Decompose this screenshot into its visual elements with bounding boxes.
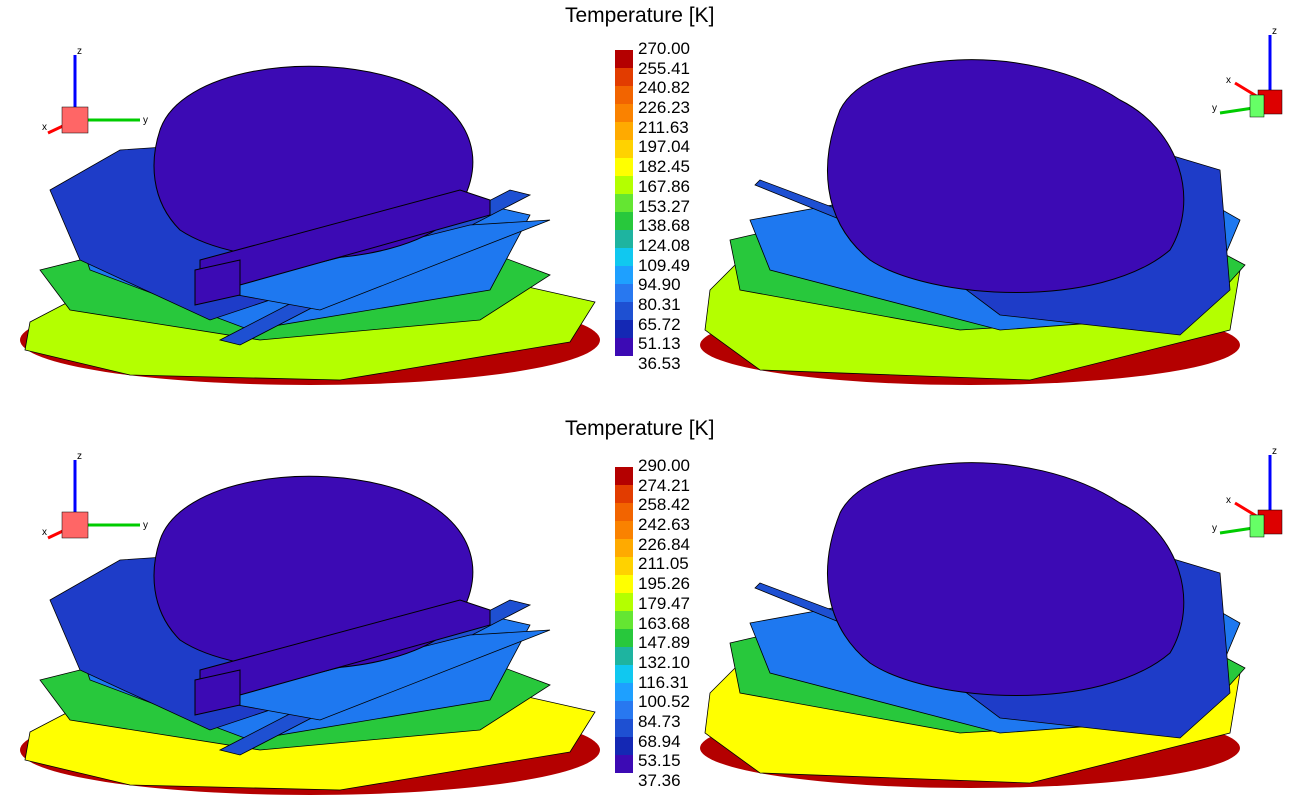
colorbar-tick-label: 197.04 <box>638 137 690 157</box>
colorbar-tick-label: 80.31 <box>638 294 681 314</box>
colorbar-tick-label: 36.53 <box>638 354 681 373</box>
colorbar-tick-label: 179.47 <box>638 593 690 613</box>
axis-triad-left: z y x <box>42 46 148 135</box>
axis-z-label: z <box>1272 446 1277 457</box>
colorbar-tick-label: 226.84 <box>638 534 690 554</box>
model-view-right <box>700 462 1246 788</box>
colorbar-tick-label: 195.26 <box>638 574 690 594</box>
axis-z-label: z <box>77 451 82 462</box>
colorbar-tick-label: 132.10 <box>638 652 690 672</box>
temperature-plot-bottom: Temperature [K] 290.00 274.21 258.42 242.63… <box>0 405 1294 805</box>
axis-y-label: y <box>1212 103 1217 114</box>
colorbar-tick-label: 65.72 <box>638 314 681 334</box>
colorbar-tick-label: 163.68 <box>638 613 690 633</box>
colorbar-tick-label: 211.05 <box>638 554 689 574</box>
colorbar-tick-label: 138.68 <box>638 216 690 236</box>
axis-triad-right: z y x <box>1212 26 1283 118</box>
colorbar-tick-label: 124.08 <box>638 235 690 255</box>
colorbar-tick-label: 270.00 <box>638 39 690 58</box>
colorbar-tick-label: 226.23 <box>638 98 690 118</box>
axis-x-label: x <box>1226 495 1231 506</box>
colorbar-tick-label: 258.42 <box>638 495 690 515</box>
colorbar-tick-label: 182.45 <box>638 157 690 177</box>
axis-y-label: y <box>143 115 148 126</box>
colorbar-tick-label: 147.89 <box>638 633 690 653</box>
colorbar-tick-label: 100.52 <box>638 692 690 712</box>
colorbar-tick-label: 153.27 <box>638 196 690 216</box>
axis-y-label: y <box>1212 523 1217 534</box>
colorbar-tick-label: 274.21 <box>638 475 690 495</box>
colorbar <box>615 467 633 773</box>
temperature-plot-top: Temperature [K] 270.00 255.41 240.82 226.23… <box>0 0 1294 400</box>
colorbar-tick-label: 167.86 <box>638 176 690 196</box>
colorbar-tick-label: 109.49 <box>638 255 690 275</box>
colorbar-tick-label: 242.63 <box>638 515 690 535</box>
colorbar-tick-label: 94.90 <box>638 275 681 295</box>
colorbar <box>615 50 633 356</box>
plot-title: Temperature [K] <box>565 4 715 27</box>
axis-z-label: z <box>77 46 82 57</box>
axis-x-label: x <box>42 122 47 133</box>
plot-title: Temperature [K] <box>565 417 715 440</box>
axis-x-label: x <box>42 527 47 538</box>
colorbar-tick-label: 53.15 <box>638 751 681 771</box>
colorbar-tick-labels: 270.00 255.41 240.82 226.23 211.63 197.04 182.… <box>638 39 728 373</box>
colorbar-tick-label: 84.73 <box>638 711 681 731</box>
axis-triad-left: z y x <box>42 451 148 540</box>
colorbar-tick-labels: 290.00 274.21 258.42 242.63 226.84 211.05 195.… <box>638 456 728 790</box>
axis-x-label: x <box>1226 75 1231 86</box>
model-view-left <box>20 65 600 385</box>
colorbar-tick-label: 290.00 <box>638 456 690 475</box>
colorbar-tick-label: 211.63 <box>638 117 689 137</box>
axis-triad-right: z y x <box>1212 446 1283 538</box>
colorbar-tick-label: 37.36 <box>638 771 681 790</box>
colorbar-tick-label: 255.41 <box>638 58 690 78</box>
colorbar-tick-label: 240.82 <box>638 78 690 98</box>
axis-y-label: y <box>143 520 148 531</box>
colorbar-tick-label: 116.31 <box>638 672 689 692</box>
axis-z-label: z <box>1272 26 1277 37</box>
colorbar-tick-label: 68.94 <box>638 731 681 751</box>
colorbar-tick-label: 51.13 <box>638 334 681 354</box>
model-view-left <box>20 475 600 795</box>
model-view-right <box>700 59 1246 385</box>
